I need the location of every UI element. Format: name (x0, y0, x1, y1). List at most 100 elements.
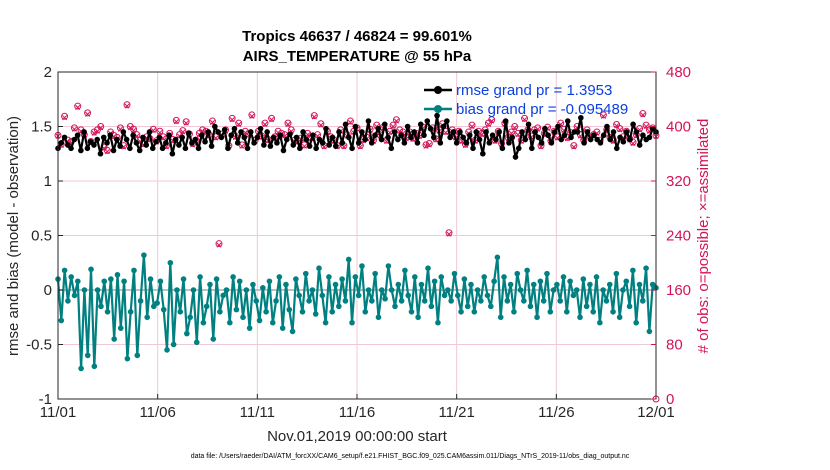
bias-point (616, 314, 623, 321)
obs-possible-marker (284, 119, 292, 127)
bias-point (184, 330, 190, 337)
obs-assimilated-cross (285, 121, 291, 128)
rmse-point (313, 145, 319, 152)
bias-point (517, 287, 524, 293)
bias-point (497, 314, 504, 321)
bias-point (507, 281, 514, 288)
obs-possible-marker (156, 127, 164, 135)
bias-point (540, 298, 547, 304)
obs-assimilated-cross (124, 103, 130, 109)
rmse-point (195, 145, 202, 152)
obs-assimilated-cross (301, 143, 307, 149)
obs-assimilated-marker (262, 121, 268, 128)
bias-point (583, 303, 590, 310)
bias-point (108, 276, 114, 282)
rmse-point (509, 134, 516, 141)
obs-assimilated-cross (157, 130, 163, 136)
bias-point (504, 298, 511, 304)
rmse-point (414, 140, 421, 146)
bias-point (573, 287, 580, 293)
bias-point (250, 281, 256, 288)
rmse-point (411, 129, 417, 135)
bias-point (269, 319, 276, 326)
obs-assimilated-cross (104, 149, 110, 155)
bias-point (494, 254, 501, 261)
rmse-point (71, 136, 78, 143)
rmse-point (610, 129, 617, 135)
obs-assimilated-marker (173, 119, 179, 125)
bias-point (606, 281, 613, 288)
bias-point (309, 287, 316, 293)
bias-point (471, 309, 478, 315)
rmse-point (613, 145, 620, 152)
rmse-point (97, 150, 104, 157)
rmse-point (297, 145, 303, 152)
bias-point (438, 274, 445, 280)
bias-point (134, 352, 141, 359)
rmse-point (94, 136, 101, 143)
rmse-point (306, 143, 313, 149)
rmse-point (185, 130, 192, 136)
obs-assimilated-marker (183, 120, 189, 126)
obs-possible-marker (74, 102, 82, 110)
obs-assimilated-cross (643, 123, 649, 130)
rmse-point (633, 129, 640, 135)
bias-point (372, 270, 378, 277)
bias-point (580, 276, 587, 282)
rmse-point (636, 142, 643, 148)
rmse-point (532, 129, 538, 135)
bias-point (253, 298, 260, 304)
x-tick-label: 11/26 (538, 404, 574, 421)
rmse-point (597, 140, 604, 146)
rmse-point (117, 143, 123, 149)
obs-assimilated-cross (62, 115, 68, 121)
bias-point (91, 363, 98, 370)
bias-point (286, 306, 293, 313)
rmse-point (244, 145, 251, 152)
rmse-point (127, 145, 133, 152)
rmse-point (587, 136, 594, 143)
rmse-point (100, 134, 107, 141)
obs-possible-marker (593, 128, 601, 136)
bias-point (560, 274, 567, 280)
bias-point (230, 274, 236, 280)
y-tick-label: 1.5 (31, 119, 52, 136)
bias-point (365, 287, 372, 293)
rmse-point (581, 140, 587, 146)
data-file-footer: data file: /Users/raeder/DAI/ATM_forcXX/… (191, 453, 630, 460)
rmse-point (277, 132, 284, 139)
bias-point (299, 309, 306, 315)
bias-point (623, 278, 630, 285)
rmse-point (630, 121, 636, 128)
obs-possible-marker (97, 123, 105, 130)
obs-assimilated-marker (512, 125, 518, 131)
chart-title: Tropics 46637 / 46824 = 99.601% (242, 28, 472, 45)
rmse-point (463, 140, 470, 146)
rmse-point (450, 129, 457, 135)
obs-assimilated-marker (131, 128, 137, 134)
obs-assimilated-marker (249, 113, 255, 119)
bias-point (557, 298, 563, 304)
rmse-point (84, 145, 91, 152)
rmse-point (319, 140, 326, 146)
rmse-point (254, 134, 261, 141)
bias-point (339, 276, 345, 282)
bias-point (121, 278, 127, 285)
bias-point (488, 303, 494, 310)
rmse-point (564, 118, 571, 124)
rmse-point (404, 123, 411, 130)
bias-point (448, 298, 454, 304)
obs-possible-marker (488, 116, 496, 124)
y2-tick-label: 480 (666, 64, 691, 81)
bias-point (385, 263, 392, 269)
bias-point (58, 317, 65, 324)
rmse-point (460, 134, 467, 141)
rmse-point (381, 121, 388, 128)
bias-point (388, 287, 395, 293)
obs-assimilated-marker (600, 113, 606, 119)
bias-point (65, 298, 71, 304)
rmse-point (535, 134, 542, 141)
bias-point (197, 274, 203, 280)
y-tick-label: 2 (44, 64, 52, 81)
rmse-point (280, 147, 287, 154)
